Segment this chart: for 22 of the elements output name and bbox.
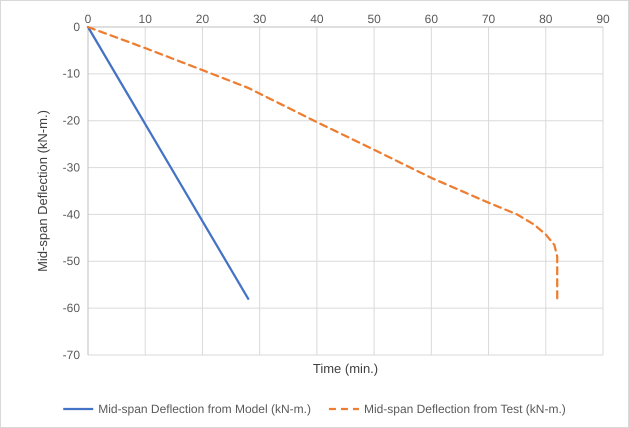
y-tick-label: -20 xyxy=(62,114,80,128)
x-tick-label: 0 xyxy=(84,12,92,26)
y-tick-label: -50 xyxy=(62,254,80,268)
x-tick-label: 60 xyxy=(424,12,438,26)
x-axis-title: Time (min.) xyxy=(312,361,378,376)
x-tick-label: 20 xyxy=(196,12,210,26)
y-tick-label: -30 xyxy=(62,160,80,174)
x-tick-label: 80 xyxy=(539,12,553,26)
x-tick-label: 70 xyxy=(482,12,496,26)
y-tick-label: -70 xyxy=(62,348,80,362)
y-tick-label: -10 xyxy=(62,66,80,81)
y-tick-label: -40 xyxy=(62,207,80,222)
line-series xyxy=(86,26,558,300)
y-axis-title: Mid-span Deflection (kN-m.) xyxy=(35,110,50,272)
x-tick-label: 50 xyxy=(367,12,382,26)
legend-label: Mid-span Deflection from Model (kN-m.) xyxy=(98,402,311,416)
x-tick-label: 10 xyxy=(138,12,152,26)
x-tick-label: 30 xyxy=(252,12,267,26)
legend-label: Mid-span Deflection from Test (kN-m.) xyxy=(364,402,566,416)
x-tick-label: 40 xyxy=(310,12,324,26)
x-tick-label: 90 xyxy=(596,12,610,26)
y-tick-label: -60 xyxy=(62,300,80,315)
